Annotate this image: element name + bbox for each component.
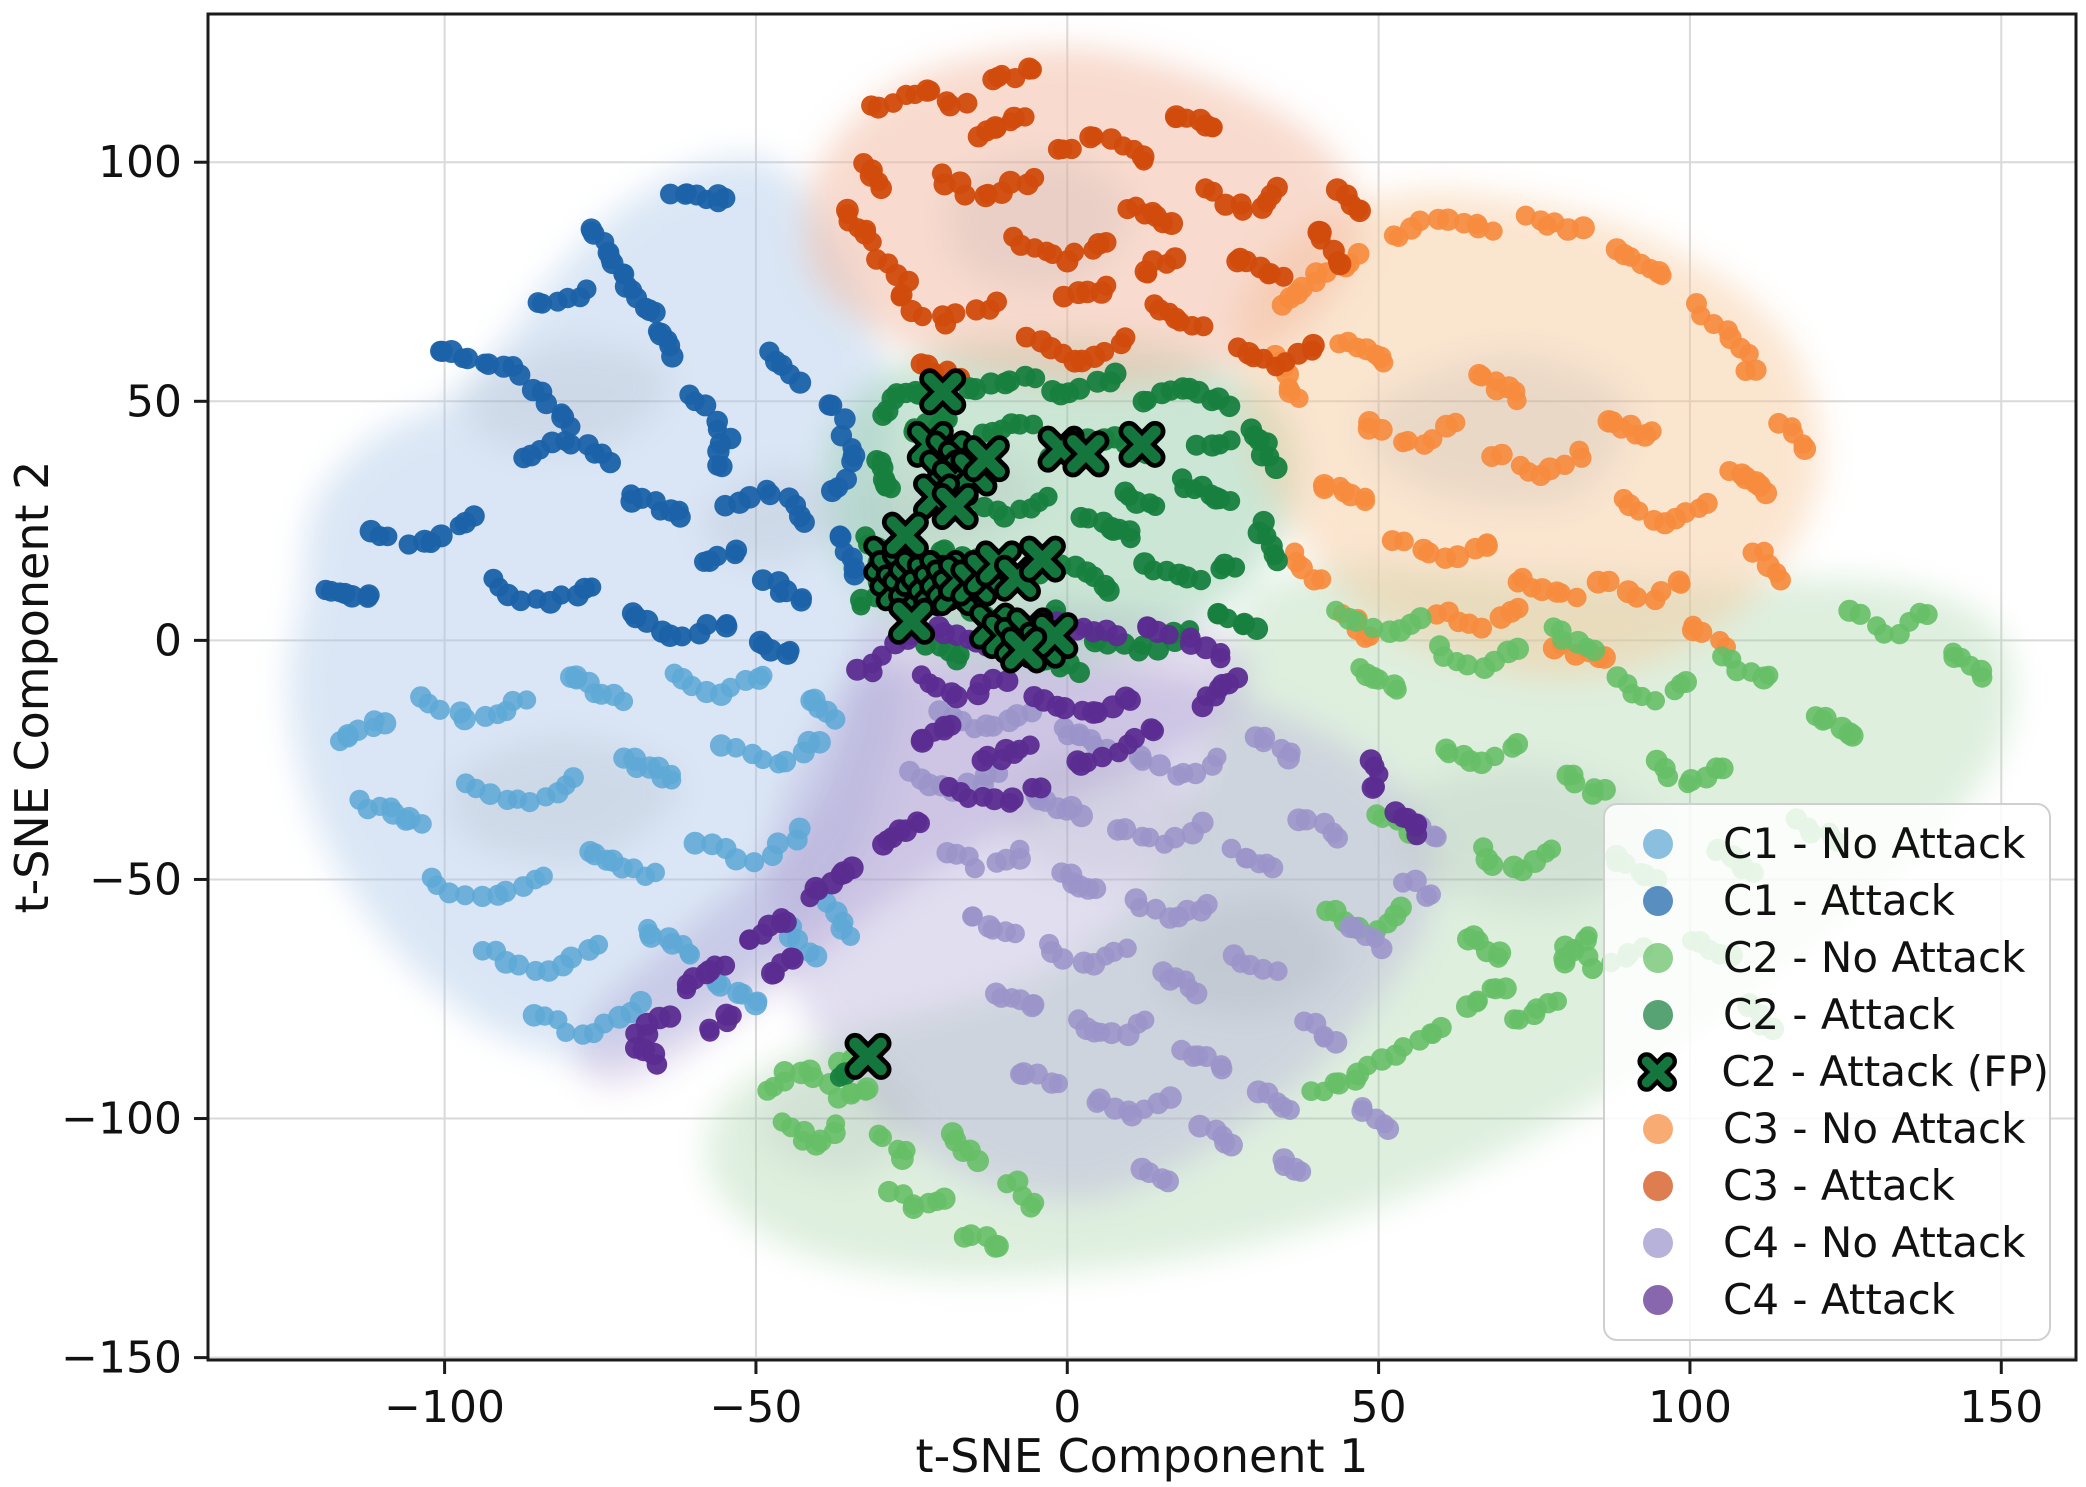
legend-item-c2-no-attack: C2 - No Attack xyxy=(1605,930,2049,986)
y-tick-label: −100 xyxy=(61,1094,182,1145)
y-tick-label: −50 xyxy=(89,854,182,905)
legend-label: C3 - Attack xyxy=(1723,1161,1955,1210)
series-c3-no xyxy=(1263,205,1817,669)
legend-label: C2 - Attack xyxy=(1723,990,1955,1039)
series-c2-at xyxy=(829,362,1288,1087)
series-c2-fp xyxy=(844,368,1166,1080)
tick-marks-and-labels: −100 −50 0 50 100 150 100 50 0 −50 −100 −150 xyxy=(61,137,2043,1433)
legend-label: C4 - Attack xyxy=(1723,1275,1955,1324)
x-marker-icon xyxy=(1637,1052,1677,1092)
legend-item-c2-attack-fp-: C2 - Attack (FP) xyxy=(1605,1044,2049,1100)
x-tick-label: −50 xyxy=(710,1382,803,1433)
legend-label: C1 - Attack xyxy=(1723,876,1955,925)
series-c3-at xyxy=(836,57,1371,388)
legend-label: C2 - No Attack xyxy=(1723,933,2026,982)
legend-label: C2 - Attack (FP) xyxy=(1721,1047,2049,1096)
x-tick-label: −100 xyxy=(384,1382,505,1433)
legend-label: C4 - No Attack xyxy=(1723,1218,2026,1267)
c1-region xyxy=(288,156,906,1057)
y-tick-label: 0 xyxy=(154,615,182,666)
legend-label: C3 - No Attack xyxy=(1723,1104,2026,1153)
axes-spines xyxy=(206,12,2078,1362)
legend-item-c4-attack: C4 - Attack xyxy=(1605,1272,2049,1328)
y-tick-label: −150 xyxy=(61,1333,182,1384)
series-c1-at xyxy=(315,183,866,665)
series-c2-no xyxy=(757,599,1993,1258)
legend-label: C1 - No Attack xyxy=(1723,819,2026,868)
legend-item-c2-attack: C2 - Attack xyxy=(1605,987,2049,1043)
legend-item-c4-no-attack: C4 - No Attack xyxy=(1605,1215,2049,1271)
x-axis-label: t-SNE Component 1 xyxy=(916,1429,1369,1483)
legend: C1 - No Attack C1 - Attack C2 - No Attack C… xyxy=(1603,803,2051,1341)
series-c4-at xyxy=(625,611,1428,1075)
legend-item-c1-no-attack: C1 - No Attack xyxy=(1605,816,2049,872)
c4-attack-region xyxy=(575,601,1248,1086)
series-c1-no xyxy=(330,663,861,1045)
dot-marker-icon xyxy=(1643,829,1673,859)
legend-item-c3-no-attack: C3 - No Attack xyxy=(1605,1101,2049,1157)
overlap-shade xyxy=(1009,752,1199,881)
dot-marker-icon xyxy=(1643,1000,1673,1030)
dot-marker-icon xyxy=(1643,1285,1673,1315)
dot-marker-icon xyxy=(1643,1228,1673,1258)
x-tick-label: 100 xyxy=(1648,1382,1732,1433)
y-tick-label: 50 xyxy=(126,376,182,427)
legend-item-c3-attack: C3 - Attack xyxy=(1605,1158,2049,1214)
dot-marker-icon xyxy=(1643,1114,1673,1144)
legend-item-c1-attack: C1 - Attack xyxy=(1605,873,2049,929)
x-tick-label: 50 xyxy=(1351,1382,1407,1433)
y-tick-label: 100 xyxy=(98,137,182,188)
scatter-points xyxy=(315,57,1993,1258)
dot-marker-icon xyxy=(1643,886,1673,916)
dot-marker-icon xyxy=(1643,1171,1673,1201)
x-tick-label: 0 xyxy=(1053,1382,1081,1433)
y-axis-label: t-SNE Component 2 xyxy=(5,461,59,914)
dot-marker-icon xyxy=(1643,943,1673,973)
x-tick-label: 150 xyxy=(1959,1382,2043,1433)
